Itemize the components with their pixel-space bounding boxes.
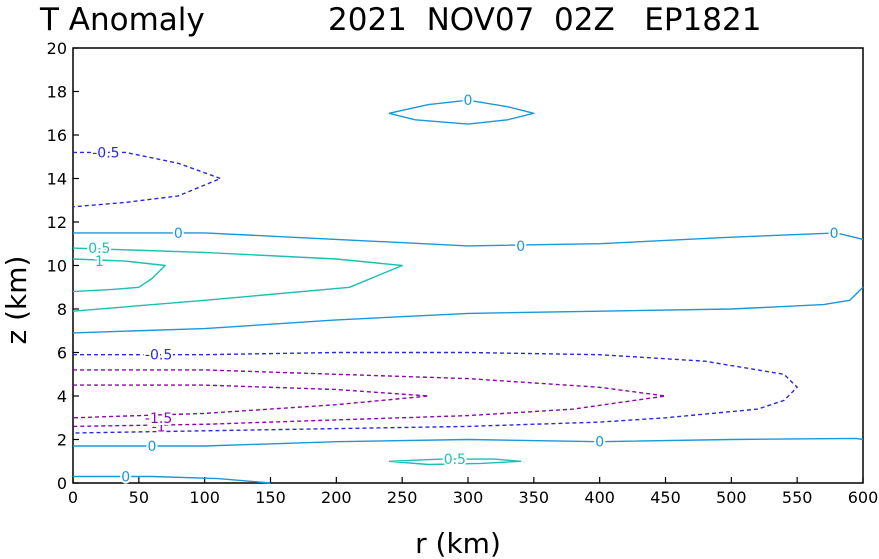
contour-label: 0 xyxy=(121,469,130,485)
x-axis-label: r (km) xyxy=(415,527,501,559)
y-tick-label: 0 xyxy=(57,474,67,493)
x-tick-label: 200 xyxy=(321,488,352,507)
contour-label: 0 xyxy=(464,93,473,109)
y-tick-label: 4 xyxy=(57,387,67,406)
contour-line--0.5 xyxy=(72,351,798,434)
x-tick-label: 400 xyxy=(584,488,615,507)
contour-label: 0.5 xyxy=(444,452,466,468)
contour-label: 0 xyxy=(516,239,525,255)
contour-line-1 xyxy=(72,258,166,293)
contour-label: 0 xyxy=(174,226,183,242)
x-tick-label: 500 xyxy=(716,488,747,507)
contour-line-0 xyxy=(388,99,535,125)
contour-line--0.5 xyxy=(72,151,222,208)
y-tick-label: 12 xyxy=(47,213,67,232)
x-tick-label: 0 xyxy=(68,488,78,507)
y-tick-label: 6 xyxy=(57,344,67,363)
contour-line--1 xyxy=(72,369,667,428)
contour-label: -1.5 xyxy=(145,411,172,427)
y-tick-label: 20 xyxy=(47,39,67,58)
y-tick-label: 8 xyxy=(57,300,67,319)
y-tick-label: 14 xyxy=(47,170,67,189)
contour-label: 0.5 xyxy=(88,241,110,257)
contour-line--1.5 xyxy=(72,384,430,419)
contour-line-0 xyxy=(73,437,864,447)
chart-title-left: T Anomaly xyxy=(39,2,205,38)
x-tick-label: 550 xyxy=(782,488,813,507)
y-tick-label: 18 xyxy=(47,83,67,102)
contour-label: -0.5 xyxy=(145,348,172,364)
contour-line-0 xyxy=(72,286,864,334)
contour-lines xyxy=(72,99,864,484)
plot-frame xyxy=(72,47,864,484)
y-tick-label: 10 xyxy=(47,257,67,276)
x-tick-label: 350 xyxy=(519,488,550,507)
chart-title-right: 2021 NOV07 02Z EP1821 xyxy=(328,2,761,38)
x-tick-label: 250 xyxy=(387,488,418,507)
contour-line-0 xyxy=(73,232,864,247)
x-tick-label: 100 xyxy=(189,488,220,507)
contour-label: 1 xyxy=(95,254,104,270)
x-tick-label: 300 xyxy=(453,488,484,507)
contour-label: -1 xyxy=(152,419,166,435)
y-axis-label: z (km) xyxy=(0,256,33,345)
contour-line-0.5 xyxy=(72,247,403,312)
x-tick-label: 600 xyxy=(848,488,879,507)
contour-line-0.5 xyxy=(388,458,522,466)
x-tick-label: 50 xyxy=(129,488,149,507)
contour-label: 0 xyxy=(830,226,839,242)
x-tick-label: 150 xyxy=(255,488,286,507)
contour-label: 0 xyxy=(595,435,604,451)
contour-line-0 xyxy=(73,475,271,484)
contour-label: 0 xyxy=(148,439,157,455)
y-tick-label: 16 xyxy=(47,126,67,145)
contour-label: -0.5 xyxy=(92,145,119,161)
x-tick-label: 450 xyxy=(650,488,681,507)
y-tick-label: 2 xyxy=(57,431,67,450)
y-axis: 0 2 4 6 8 10 12 14 16 18 20 xyxy=(47,39,79,493)
x-axis: 0 50 100 150 200 250 300 350 400 450 500 550 600 xyxy=(68,477,878,507)
